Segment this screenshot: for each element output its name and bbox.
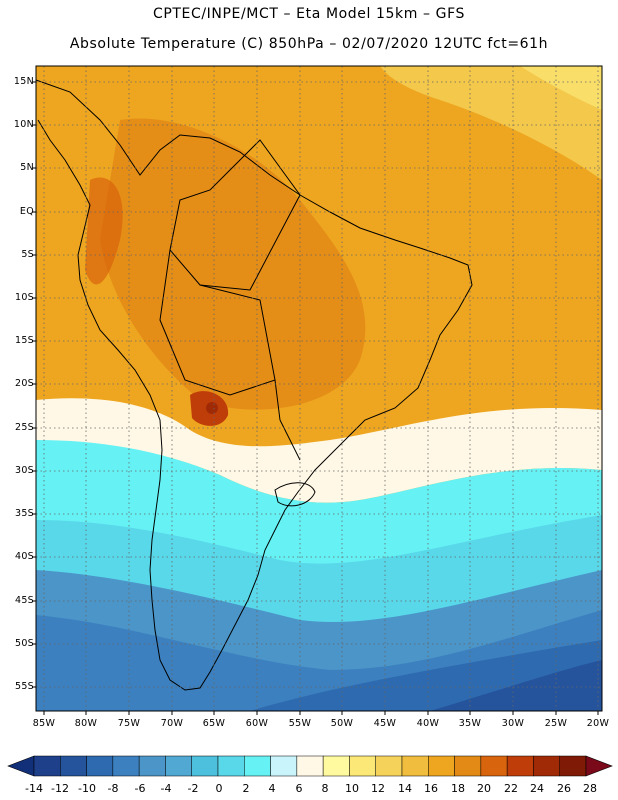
colorbar-label: -10 (78, 782, 96, 795)
lon-label-80w: 80W (74, 718, 98, 729)
colorbar-cell (244, 755, 271, 777)
colorbar-cell (506, 755, 534, 777)
colorbar-cell (60, 755, 87, 777)
lat-label-15s: 15S (14, 335, 34, 346)
colorbar-label: -8 (107, 782, 119, 795)
lat-label-5s: 5S (21, 249, 34, 260)
chart-subtitle: Absolute Temperature (C) 850hPa – 02/07/… (69, 36, 549, 52)
chart-title: CPTEC/INPE/MCT – Eta Model 15km – GFS (152, 6, 466, 22)
colorbar-cell (480, 755, 508, 777)
colorbar-cell (322, 755, 350, 777)
colorbar-cell (217, 755, 245, 777)
colorbar-min-arrow (7, 755, 35, 777)
colorbar-label: 10 (345, 782, 359, 795)
colorbar-cell (375, 755, 403, 777)
colorbar-cell (454, 755, 482, 777)
lat-label-10s: 10S (14, 292, 34, 303)
colorbar-cell (349, 755, 376, 777)
lon-label-50w: 50W (330, 718, 354, 729)
colorbar-cell (138, 755, 166, 777)
lat-label-10n: 10N (13, 119, 34, 130)
colorbar-label: 12 (371, 782, 385, 795)
colorbar-cell (559, 755, 587, 777)
colorbar-label: -4 (160, 782, 172, 795)
colorbar-cell (401, 755, 429, 777)
lon-label-55w: 55W (288, 718, 312, 729)
lat-label-eq: EQ (19, 206, 34, 217)
colorbar-max-arrow (585, 755, 613, 777)
lat-label-35s: 35S (14, 508, 34, 519)
lon-label-75w: 75W (117, 718, 141, 729)
colorbar-label: 2 (242, 782, 250, 795)
colorbar-label: 18 (451, 782, 465, 795)
colorbar-cell (296, 755, 324, 777)
colorbar-label: 26 (557, 782, 571, 795)
colorbar (7, 755, 613, 777)
colorbar-cells (33, 755, 587, 777)
colorbar-label: -2 (187, 782, 199, 795)
colorbar-label: 24 (530, 782, 544, 795)
lat-label-45s: 45S (14, 595, 34, 606)
lon-label-25w: 25W (544, 718, 568, 729)
colorbar-cell (533, 755, 560, 777)
lat-label-30s: 30S (14, 465, 34, 476)
colorbar-label: 14 (398, 782, 412, 795)
colorbar-cell (112, 755, 140, 777)
lat-label-20s: 20S (14, 378, 34, 389)
lat-label-40s: 40S (14, 551, 34, 562)
lon-label-60w: 60W (245, 718, 269, 729)
lat-label-15n: 15N (13, 76, 34, 87)
lon-label-35w: 35W (458, 718, 482, 729)
axis-ticks (32, 81, 599, 715)
map-frame (35, 65, 603, 712)
lat-label-55s: 55S (14, 681, 34, 692)
colorbar-cell (191, 755, 219, 777)
colorbar-label: -14 (25, 782, 43, 795)
colorbar-cell (428, 755, 455, 777)
coastline (35, 79, 473, 691)
colorbar-label: 6 (295, 782, 303, 795)
lon-label-40w: 40W (416, 718, 440, 729)
lat-label-25s: 25S (14, 422, 34, 433)
colorbar-cell (165, 755, 192, 777)
colorbar-label: 4 (268, 782, 276, 795)
lat-label-5n: 5N (20, 162, 34, 173)
lon-label-85w: 85W (32, 718, 56, 729)
colorbar-label: 28 (583, 782, 597, 795)
colorbar-label: 16 (424, 782, 438, 795)
colorbar-label: 8 (321, 782, 329, 795)
temperature-field (36, 66, 602, 711)
colorbar-cell (270, 755, 298, 777)
lat-label-50s: 50S (14, 638, 34, 649)
colorbar-label: 20 (477, 782, 491, 795)
lon-label-65w: 65W (202, 718, 226, 729)
colorbar-label: -6 (134, 782, 146, 795)
lon-label-20w: 20W (586, 718, 610, 729)
lon-label-45w: 45W (373, 718, 397, 729)
lon-label-30w: 30W (501, 718, 525, 729)
colorbar-label: 22 (504, 782, 518, 795)
colorbar-label: -12 (51, 782, 69, 795)
colorbar-label: 0 (215, 782, 223, 795)
colorbar-cell (33, 755, 61, 777)
lon-label-70w: 70W (160, 718, 184, 729)
colorbar-cell (86, 755, 114, 777)
